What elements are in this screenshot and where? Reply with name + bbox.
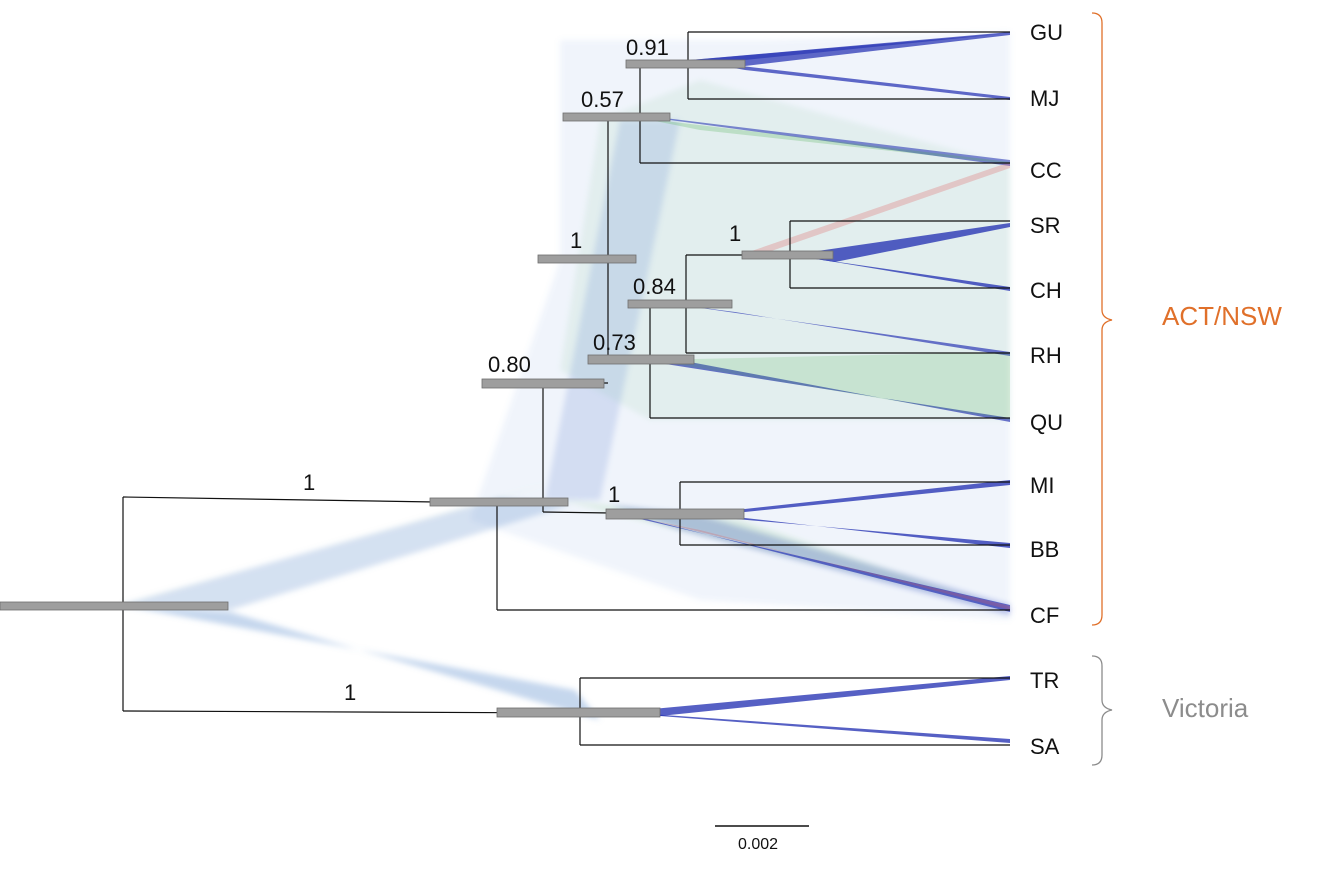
- taxon-label-mi: MI: [1030, 473, 1054, 498]
- support-upper-clade: 1: [570, 228, 582, 253]
- taxon-label-sa: SA: [1030, 734, 1060, 759]
- support-act-nsw: 1: [303, 470, 315, 495]
- act-nsw-bracket: [1091, 12, 1113, 626]
- node-age-bars: [0, 59, 834, 718]
- consensus-branches: [0, 31, 1010, 746]
- taxon-label-ch: CH: [1030, 278, 1062, 303]
- taxon-label-sr: SR: [1030, 213, 1061, 238]
- scale-bar: 0.002: [715, 825, 809, 853]
- support-gu-cc: 0.57: [581, 87, 624, 112]
- group-brackets: [1091, 12, 1113, 766]
- support-sr-ch: 1: [729, 221, 741, 246]
- taxon-label-bb: BB: [1030, 537, 1059, 562]
- support-victoria: 1: [344, 680, 356, 705]
- taxon-label-qu: QU: [1030, 410, 1063, 435]
- taxon-label-mj: MJ: [1030, 86, 1059, 111]
- taxon-label-gu: GU: [1030, 20, 1063, 45]
- taxon-label-rh: RH: [1030, 343, 1062, 368]
- taxon-label-cf: CF: [1030, 603, 1059, 628]
- taxon-labels: GU MJ CC SR CH RH QU MI BB CF TR SA: [1030, 20, 1063, 759]
- victoria-bracket: [1091, 655, 1113, 766]
- taxon-label-tr: TR: [1030, 668, 1059, 693]
- support-gu-mj: 0.91: [626, 35, 669, 60]
- posterior-tip-wedges: [610, 32, 1010, 743]
- scale-bar-label: 0.002: [738, 836, 778, 853]
- taxon-label-cc: CC: [1030, 158, 1062, 183]
- support-rh-clade: 0.84: [633, 274, 676, 299]
- group-label-victoria: Victoria: [1162, 693, 1249, 723]
- support-qu-clade: 0.73: [593, 330, 636, 355]
- group-label-act-nsw: ACT/NSW: [1162, 301, 1282, 331]
- support-values: 0.91 0.57 1 1 0.84 0.73 0.80 1 1 1: [303, 35, 741, 705]
- support-mi-bb: 1: [608, 482, 620, 507]
- support-act-core: 0.80: [488, 352, 531, 377]
